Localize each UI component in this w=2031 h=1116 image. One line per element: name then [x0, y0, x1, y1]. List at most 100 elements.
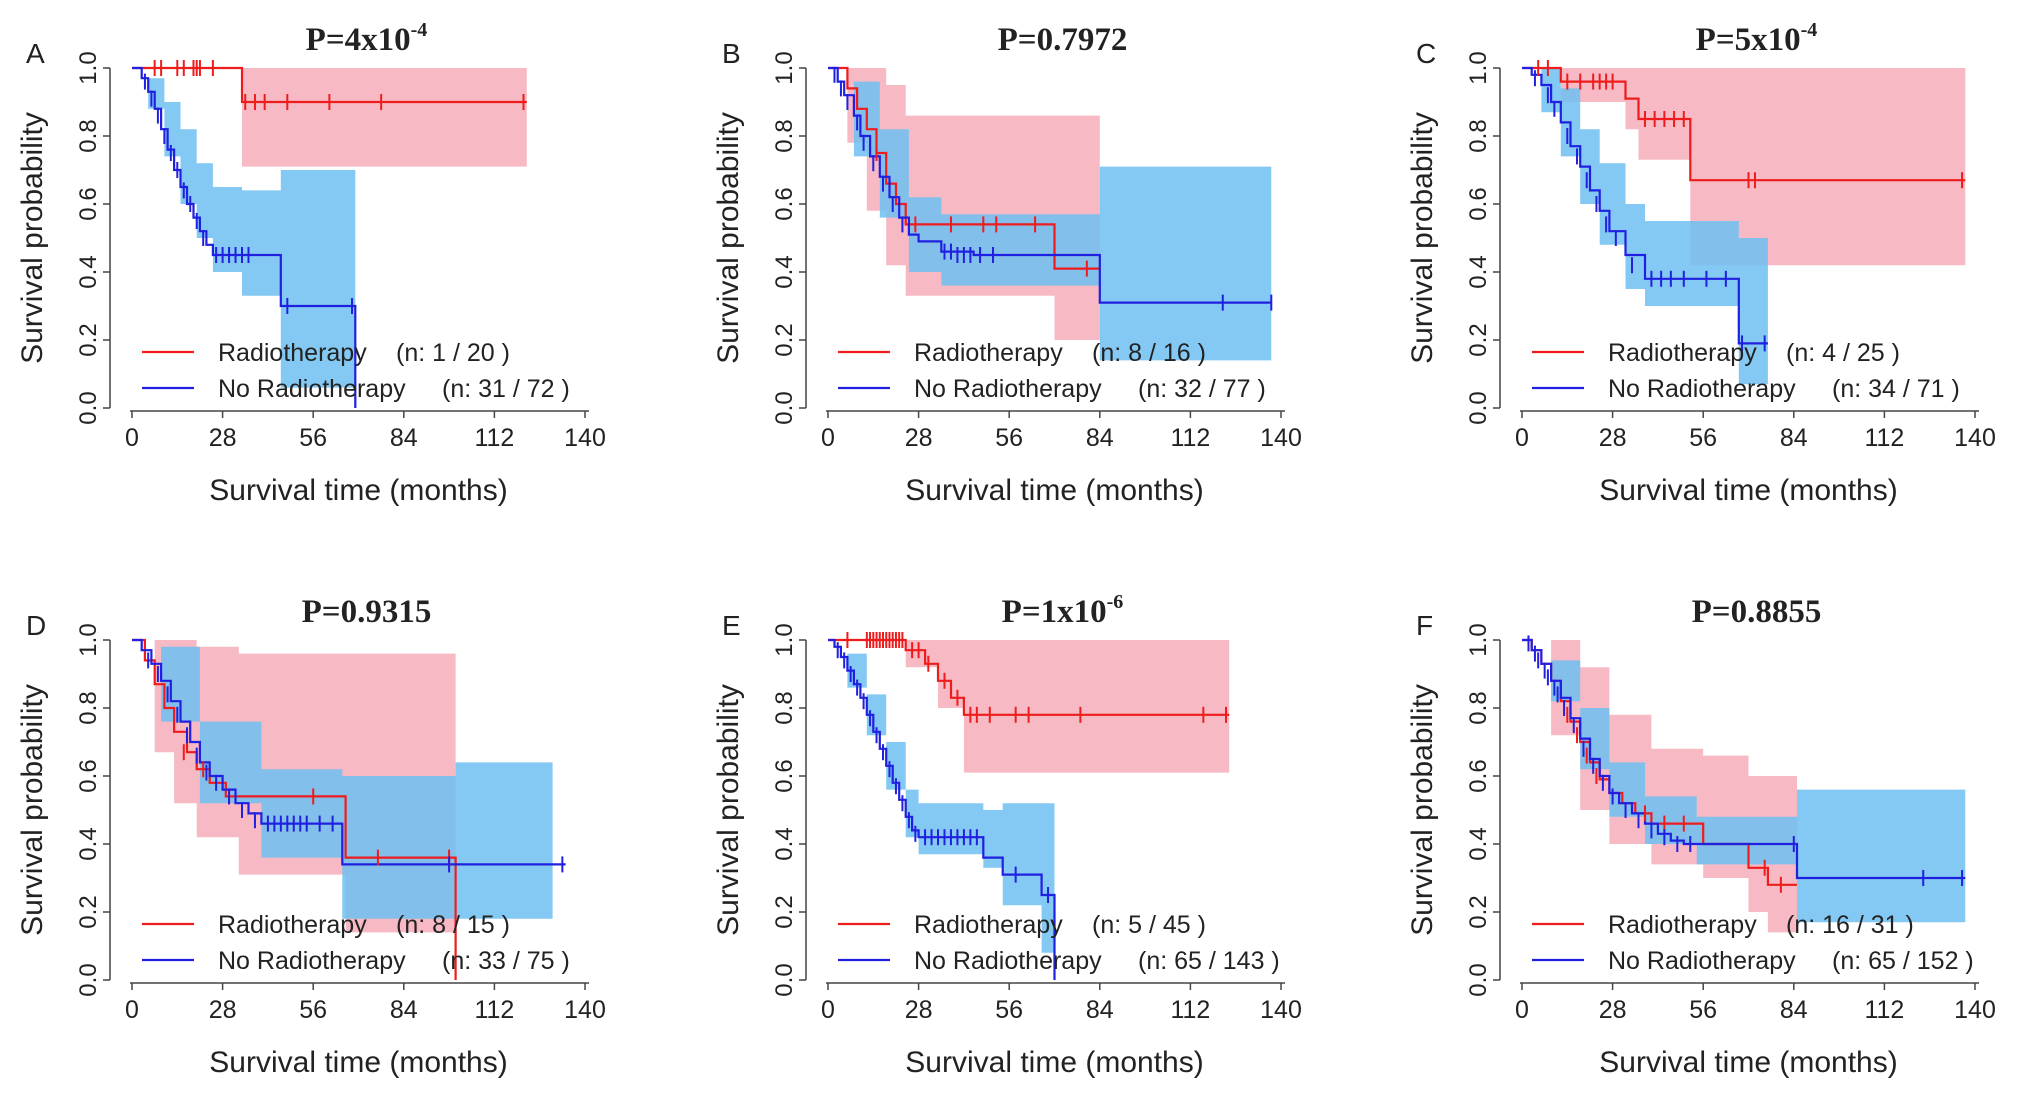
p-value-exponent: -4	[411, 19, 428, 41]
x-axis-title: Survival time (months)	[1599, 474, 1897, 507]
x-tick-label: 56	[299, 424, 327, 452]
legend-label: No Radiotherapy	[1608, 375, 1796, 403]
p-value-exponent: -4	[1801, 19, 1818, 41]
y-tick-label: 0.4	[771, 827, 798, 860]
y-tick-label: 1.0	[75, 51, 102, 84]
p-value-text: P=0.7972	[998, 22, 1128, 58]
x-tick-label: 140	[1954, 424, 1996, 452]
y-tick-label: 0.6	[75, 187, 102, 220]
y-tick-label: 0.4	[1465, 255, 1492, 288]
ci-band-radiotherapy	[1522, 68, 1966, 266]
x-tick-label: 28	[1599, 424, 1627, 452]
legend-label: Radiotherapy	[1608, 339, 1757, 367]
y-tick-label: 0.0	[1465, 963, 1492, 996]
x-axis-title: Survival time (months)	[905, 1046, 1203, 1079]
y-tick-label: 1.0	[771, 51, 798, 84]
legend-label: No Radiotherapy	[218, 375, 406, 403]
x-tick-label: 28	[209, 996, 237, 1024]
legend-count: (n: 8 / 16 )	[1092, 339, 1206, 367]
y-tick-label: 0.0	[1465, 391, 1492, 424]
y-tick-label: 0.2	[1465, 895, 1492, 928]
y-tick-label: 0.2	[75, 323, 102, 356]
p-value-text: P=0.9315	[302, 594, 432, 630]
x-tick-label: 84	[390, 996, 418, 1024]
survival-curve-no-radiotherapy	[1522, 66, 1768, 345]
x-tick-label: 112	[1864, 996, 1904, 1024]
y-tick-label: 1.0	[771, 623, 798, 656]
legend-count: (n: 31 / 72 )	[442, 375, 570, 403]
ci-band-no-radiotherapy	[132, 640, 553, 919]
x-tick-label: 84	[1780, 424, 1808, 452]
ci-band-radiotherapy	[132, 68, 527, 167]
legend-count: (n: 8 / 15 )	[396, 911, 510, 939]
y-tick-label: 0.0	[75, 963, 102, 996]
x-tick-label: 28	[905, 996, 933, 1024]
panel-letter: E	[722, 610, 741, 641]
x-tick-label: 112	[1864, 424, 1904, 452]
panel-b: 0 28 56 84 112 140 0.0 0.2 0.4 0.6 0.8 1.0 Survival …	[712, 22, 1302, 507]
panel-e: 0 28 56 84 112 140 0.0 0.2 0.4 0.6 0.8 1.0 Survival …	[712, 591, 1302, 1079]
panel-letter: B	[722, 38, 741, 69]
x-tick-label: 0	[1515, 424, 1529, 452]
x-tick-label: 28	[905, 424, 933, 452]
x-tick-label: 28	[209, 424, 237, 452]
x-tick-label: 112	[1170, 424, 1210, 452]
y-tick-label: 0.2	[75, 895, 102, 928]
y-tick-label: 0.8	[771, 119, 798, 152]
p-value-title: P=5x10-4	[1696, 19, 1818, 58]
y-tick-label: 0.6	[1465, 759, 1492, 792]
y-tick-label: 0.2	[771, 323, 798, 356]
p-value-text: P=0.8855	[1692, 594, 1822, 630]
legend-count: (n: 33 / 75 )	[442, 947, 570, 975]
y-tick-label: 0.0	[771, 391, 798, 424]
legend-count: (n: 5 / 45 )	[1092, 911, 1206, 939]
x-tick-label: 140	[564, 424, 606, 452]
legend-label: Radiotherapy	[914, 911, 1063, 939]
x-tick-label: 140	[1260, 424, 1302, 452]
x-tick-label: 112	[1170, 996, 1210, 1024]
legend-label: No Radiotherapy	[914, 375, 1102, 403]
x-tick-label: 0	[125, 996, 139, 1024]
panel-letter: A	[26, 38, 45, 69]
ci-band-no-radiotherapy	[1522, 68, 1768, 385]
legend-label: No Radiotherapy	[1608, 947, 1796, 975]
x-tick-label: 84	[1086, 996, 1114, 1024]
survival-curve-no-radiotherapy	[828, 638, 1056, 980]
y-tick-label: 0.6	[771, 759, 798, 792]
ci-band-radiotherapy	[828, 640, 1230, 773]
x-tick-label: 140	[1260, 996, 1302, 1024]
p-value-title: P=0.9315	[302, 594, 432, 630]
y-tick-label: 0.6	[75, 759, 102, 792]
x-tick-label: 56	[1689, 424, 1717, 452]
x-tick-label: 140	[564, 996, 606, 1024]
x-tick-label: 84	[1780, 996, 1808, 1024]
survival-curve-radiotherapy	[132, 66, 527, 104]
x-axis-title: Survival time (months)	[905, 474, 1203, 507]
x-tick-label: 84	[1086, 424, 1114, 452]
x-tick-label: 112	[474, 424, 514, 452]
ci-band-no-radiotherapy	[828, 68, 1272, 361]
panel-letter: D	[26, 610, 46, 641]
y-tick-label: 0.0	[75, 391, 102, 424]
legend-count: (n: 34 / 71 )	[1832, 375, 1960, 403]
legend-count: (n: 65 / 152 )	[1832, 947, 1974, 975]
legend-count: (n: 65 / 143 )	[1138, 947, 1280, 975]
legend-count: (n: 4 / 25 )	[1786, 339, 1900, 367]
x-tick-label: 0	[821, 996, 835, 1024]
y-tick-label: 0.4	[771, 255, 798, 288]
legend-label: Radiotherapy	[1608, 911, 1757, 939]
legend-count: (n: 1 / 20 )	[396, 339, 510, 367]
legend-label: No Radiotherapy	[218, 947, 406, 975]
ci-band-no-radiotherapy	[1522, 640, 1966, 923]
y-tick-label: 0.2	[1465, 323, 1492, 356]
p-value-title: P=0.7972	[998, 22, 1128, 58]
legend-count: (n: 16 / 31 )	[1786, 911, 1914, 939]
survival-curve-radiotherapy	[1522, 66, 1966, 182]
x-tick-label: 84	[390, 424, 418, 452]
y-tick-label: 1.0	[75, 623, 102, 656]
x-tick-label: 56	[995, 996, 1023, 1024]
panel-letter: C	[1416, 38, 1436, 69]
y-axis-title: Survival probability	[1406, 112, 1439, 364]
ci-band-no-radiotherapy	[828, 640, 1055, 980]
